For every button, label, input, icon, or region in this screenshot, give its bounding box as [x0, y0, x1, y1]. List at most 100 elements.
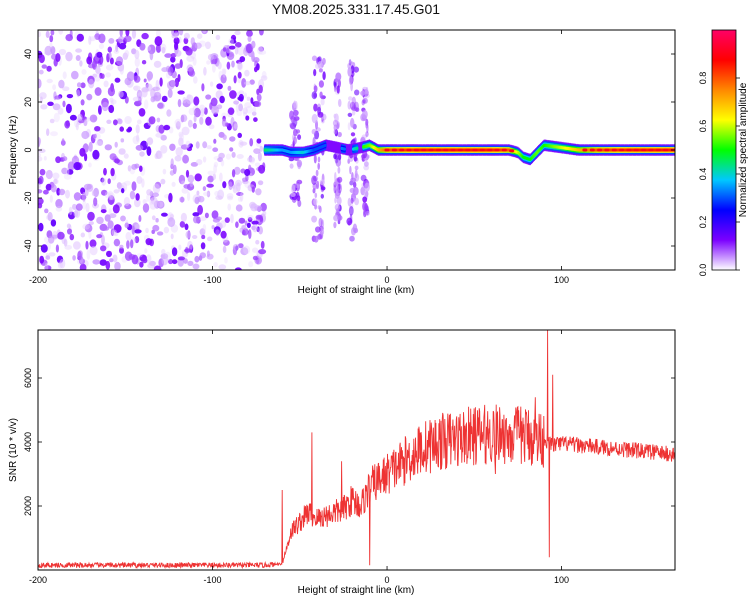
heatmap-cell: [120, 215, 126, 222]
heatmap-cell: [157, 151, 164, 159]
heatmap-cell: [54, 95, 62, 100]
heatmap-cell: [66, 169, 74, 175]
heatmap-cell: [206, 145, 212, 150]
heatmap-cell: [38, 152, 42, 158]
ridge-peak: [633, 148, 639, 152]
spectrogram-x-ticks: -200 -100 0 100: [29, 30, 569, 285]
heatmap-cell: [47, 211, 53, 222]
heatmap-cell: [118, 42, 127, 50]
heatmap-cell: [313, 198, 318, 206]
heatmap-cell: [363, 209, 367, 218]
heatmap-cell: [44, 208, 49, 214]
ridge-peak: [589, 148, 595, 152]
heatmap-cell: [113, 189, 120, 194]
heatmap-cell: [231, 151, 236, 158]
heatmap-cell: [230, 213, 234, 224]
heatmap-cell: [254, 205, 263, 212]
heatmap-cell: [63, 173, 72, 180]
heatmap-cell: [215, 195, 223, 200]
heatmap-cell: [55, 156, 61, 164]
heatmap-cell: [338, 98, 342, 108]
heatmap-cell: [247, 217, 253, 223]
heatmap-cell: [138, 215, 142, 222]
heatmap-cell: [173, 30, 178, 34]
heatmap-cell: [233, 75, 237, 84]
heatmap-cell: [64, 244, 72, 250]
heatmap-cell: [50, 219, 57, 227]
heatmap-cell: [184, 223, 189, 231]
heatmap-cell: [125, 231, 132, 241]
heatmap-cell: [246, 222, 251, 228]
heatmap-cell: [194, 42, 202, 49]
heatmap-cell: [234, 267, 242, 270]
heatmap-cell: [129, 190, 136, 200]
heatmap-cell: [38, 137, 41, 147]
heatmap-cell: [163, 124, 171, 131]
heatmap-cell: [254, 100, 262, 108]
heatmap-cell: [311, 91, 317, 100]
heatmap-cell: [206, 60, 211, 65]
heatmap-cell: [98, 43, 104, 50]
heatmap-cell: [228, 38, 234, 45]
heatmap-cell: [253, 117, 258, 122]
heatmap-cell: [244, 102, 252, 109]
heatmap-cell: [142, 199, 147, 205]
heatmap-cell: [186, 55, 195, 62]
heatmap-cell: [262, 210, 267, 216]
heatmap-cell: [101, 234, 105, 245]
heatmap-cell: [222, 69, 226, 78]
heatmap-cell: [101, 101, 109, 112]
heatmap-cell: [218, 264, 227, 270]
colorbar-label: Normalized spectral amplitude: [738, 82, 749, 217]
ridge-peak: [413, 148, 419, 152]
heatmap-cell: [227, 195, 234, 201]
heatmap-cell: [238, 243, 244, 249]
heatmap-cell: [174, 31, 178, 39]
heatmap-cell: [208, 124, 215, 130]
heatmap-cell: [237, 132, 242, 138]
heatmap-cell: [227, 85, 232, 91]
heatmap-cell: [108, 38, 115, 44]
heatmap-cell: [170, 56, 176, 63]
heatmap-cell: [352, 110, 356, 116]
heatmap-cell: [161, 46, 166, 54]
heatmap-cell: [134, 57, 140, 67]
heatmap-cell: [364, 182, 370, 192]
heatmap-cell: [226, 193, 234, 199]
heatmap-cell: [320, 219, 325, 229]
heatmap-cell: [182, 97, 187, 104]
heatmap-cell: [318, 217, 323, 227]
heatmap-cell: [237, 45, 245, 56]
heatmap-cell: [219, 172, 223, 182]
heatmap-cell: [141, 32, 149, 40]
heatmap-cell: [158, 124, 165, 134]
heatmap-cell: [81, 69, 87, 75]
heatmap-cell: [75, 122, 79, 131]
ridge-cell: [343, 147, 347, 151]
heatmap-cell: [242, 111, 248, 117]
heatmap-cell: [333, 113, 337, 119]
heatmap-cell: [231, 169, 236, 178]
heatmap-cell: [154, 153, 159, 160]
heatmap-cell: [94, 126, 101, 132]
heatmap-cell: [131, 254, 139, 265]
heatmap-cell: [157, 201, 164, 208]
heatmap-cell: [259, 30, 264, 36]
heatmap-cell: [333, 221, 337, 229]
heatmap-cell: [239, 192, 244, 202]
heatmap-cell: [238, 217, 246, 224]
heatmap-cell: [226, 61, 231, 70]
heatmap-cell: [170, 79, 176, 87]
snr-y-label: SNR (10 * v/v): [8, 418, 19, 482]
heatmap-cell: [193, 107, 201, 118]
heatmap-cell: [216, 83, 223, 90]
heatmap-cell: [229, 90, 237, 99]
heatmap-cell: [100, 245, 107, 252]
heatmap-cell: [235, 204, 243, 212]
heatmap-cell: [89, 239, 97, 248]
heatmap-cell: [75, 55, 81, 61]
heatmap-cell: [160, 134, 167, 141]
x-tick-label: 100: [554, 575, 569, 585]
heatmap-cell: [74, 119, 80, 128]
heatmap-cell: [182, 154, 190, 164]
